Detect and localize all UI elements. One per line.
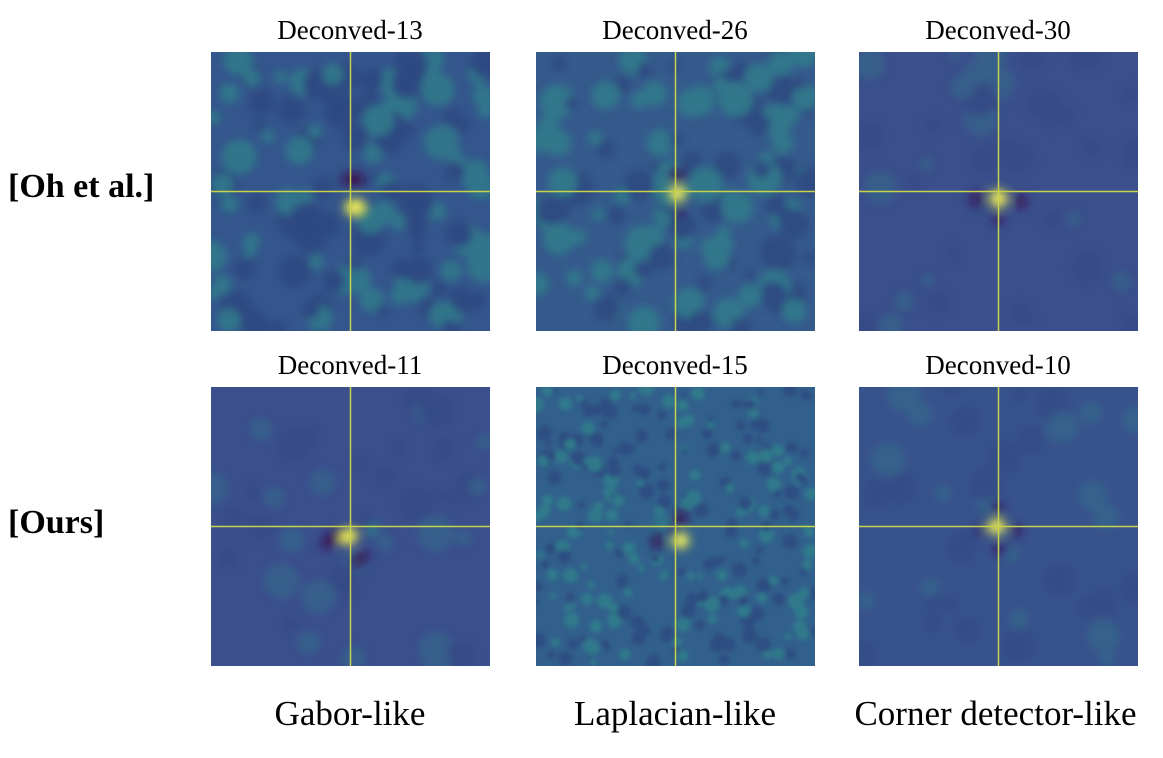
column-caption-corner-detector: Corner detector-like <box>854 694 1137 733</box>
crosshair <box>211 52 490 331</box>
crosshair <box>536 387 815 666</box>
filter-image <box>211 387 490 666</box>
filter-image <box>211 52 490 331</box>
crosshair <box>211 387 490 666</box>
crosshair <box>859 387 1138 666</box>
crosshair <box>536 52 815 331</box>
filter-visualization <box>859 387 1138 666</box>
filter-visualization <box>211 52 490 331</box>
panel-title: Deconved-10 <box>925 350 1071 380</box>
panel-title: Deconved-26 <box>602 15 748 45</box>
panel-title: Deconved-15 <box>602 350 748 380</box>
filter-visualization <box>536 387 815 666</box>
crosshair <box>859 52 1138 331</box>
filter-image <box>859 387 1138 666</box>
filter-image <box>536 387 815 666</box>
filter-image <box>536 52 815 331</box>
panel-title: Deconved-11 <box>277 350 423 380</box>
row-label-ours: [Ours] <box>8 504 105 541</box>
panel-title: Deconved-13 <box>277 15 423 45</box>
column-caption-laplacian: Laplacian-like <box>573 694 777 733</box>
filter-image <box>859 52 1138 331</box>
row-label-oh-et-al: [Oh et al.] <box>8 168 155 205</box>
filter-visualization <box>211 387 490 666</box>
column-caption-gabor: Gabor-like <box>274 694 426 733</box>
filter-visualization <box>536 52 815 331</box>
filter-visualization <box>859 52 1138 331</box>
panel-title: Deconved-30 <box>925 15 1071 45</box>
